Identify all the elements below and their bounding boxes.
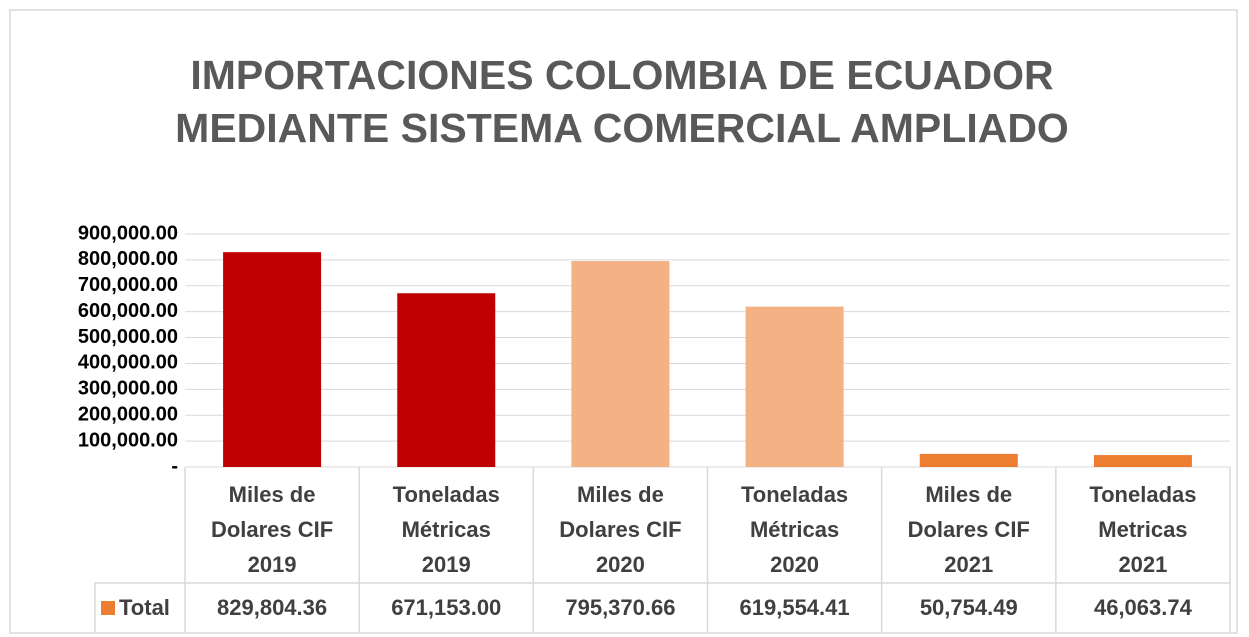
- bar: [571, 261, 670, 467]
- y-tick-label: 600,000.00: [78, 300, 178, 322]
- data-label: 795,370.66: [565, 595, 675, 620]
- y-tick-label: 100,000.00: [78, 429, 178, 451]
- bar: [919, 453, 1018, 467]
- y-tick-label: 900,000.00: [78, 222, 178, 244]
- bar: [397, 293, 496, 467]
- legend-key: [101, 601, 115, 615]
- bar: [223, 252, 322, 467]
- x-tick-label: Dolares CIF: [211, 517, 333, 542]
- data-label: 50,754.49: [920, 595, 1018, 620]
- x-tick-label: 2019: [422, 552, 471, 577]
- x-tick-label: Miles de: [229, 482, 316, 507]
- x-tick-label: Toneladas: [741, 482, 848, 507]
- data-label: 671,153.00: [391, 595, 501, 620]
- bar: [745, 306, 844, 467]
- y-tick-label: -: [171, 455, 178, 477]
- x-tick-label: Toneladas: [1089, 482, 1196, 507]
- y-tick-label: 200,000.00: [78, 404, 178, 426]
- y-tick-label: 400,000.00: [78, 352, 178, 374]
- x-tick-label: Métricas: [402, 517, 491, 542]
- data-label: 829,804.36: [217, 595, 327, 620]
- x-tick-label: Dolares CIF: [908, 517, 1030, 542]
- chart-title: IMPORTACIONES COLOMBIA DE ECUADOR: [190, 52, 1053, 98]
- y-tick-label: 700,000.00: [78, 274, 178, 296]
- x-tick-label: 2021: [1118, 552, 1167, 577]
- chart-title: MEDIANTE SISTEMA COMERCIAL AMPLIADO: [175, 105, 1069, 151]
- x-tick-label: Metricas: [1098, 517, 1187, 542]
- data-label: 46,063.74: [1094, 595, 1193, 620]
- x-tick-label: Dolares CIF: [559, 517, 681, 542]
- x-tick-label: Métricas: [750, 517, 839, 542]
- legend-label: Total: [119, 595, 170, 620]
- x-tick-label: Miles de: [577, 482, 664, 507]
- bar: [1093, 455, 1192, 467]
- data-label: 619,554.41: [740, 595, 850, 620]
- x-tick-label: 2019: [248, 552, 297, 577]
- y-tick-label: 500,000.00: [78, 326, 178, 348]
- x-tick-label: 2021: [944, 552, 993, 577]
- y-tick-label: 800,000.00: [78, 248, 178, 270]
- x-tick-label: Toneladas: [393, 482, 500, 507]
- x-tick-label: 2020: [596, 552, 645, 577]
- x-tick-label: 2020: [770, 552, 819, 577]
- y-tick-label: 300,000.00: [78, 378, 178, 400]
- x-tick-label: Miles de: [925, 482, 1012, 507]
